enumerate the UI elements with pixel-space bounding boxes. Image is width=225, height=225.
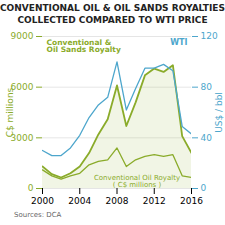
svg-text:6000: 6000 (10, 82, 34, 92)
svg-text:WTI: WTI (170, 38, 187, 47)
svg-text:3000: 3000 (10, 132, 34, 143)
svg-text:2008: 2008 (106, 196, 129, 206)
svg-text:C$ millions: C$ millions (5, 87, 15, 137)
svg-text:Conventional &Oil Sands Royalt: Conventional &Oil Sands Royalty (47, 38, 121, 55)
svg-text:2000: 2000 (31, 196, 54, 206)
html-text:Sources: DCA: Sources: DCA (14, 211, 62, 219)
svg-text:Conventional Oil Royalty( C$ m: Conventional Oil Royalty( C$ millions ) (94, 174, 180, 189)
svg-text:2016: 2016 (180, 196, 203, 206)
svg-text:9000: 9000 (11, 31, 34, 41)
svg-text:0: 0 (28, 183, 34, 193)
svg-text:2004: 2004 (68, 196, 91, 206)
svg-text:80: 80 (201, 82, 213, 92)
svg-text:40: 40 (201, 133, 213, 143)
html-text:CONVENTIONAL OIL & OIL SANDS R: CONVENTIONAL OIL & OIL SANDS ROYALTIES C… (0, 3, 225, 25)
svg-text:US$ / bbl: US$ / bbl (214, 92, 224, 133)
svg-text:2012: 2012 (143, 196, 166, 206)
svg-text:120: 120 (201, 31, 218, 41)
svg-text:0: 0 (201, 183, 207, 193)
